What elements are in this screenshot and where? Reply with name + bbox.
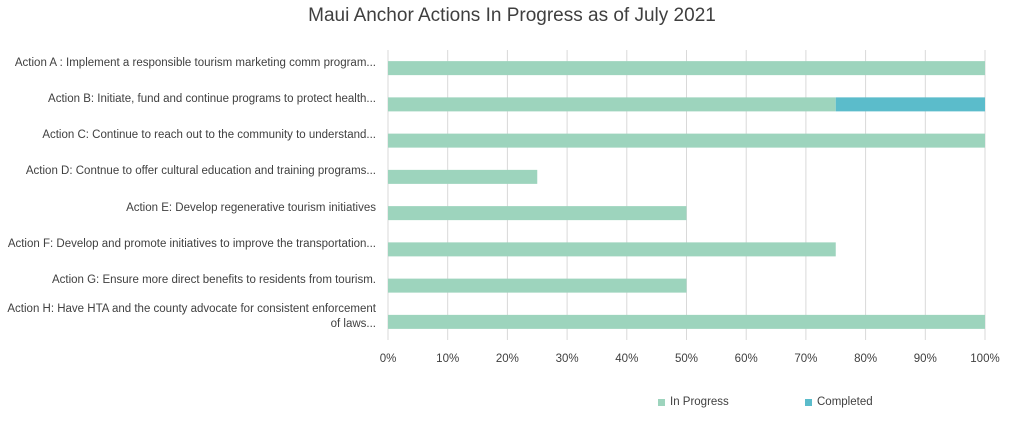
x-tick-label: 60% (735, 353, 758, 365)
category-label: Action F: Develop and promote initiative… (7, 237, 376, 250)
bar-in-progress (388, 61, 985, 76)
x-tick-label: 30% (556, 353, 579, 365)
x-tick-label: 0% (380, 353, 397, 365)
chart-legend: In Progress Completed (0, 396, 1024, 412)
x-tick-label: 10% (436, 353, 459, 365)
x-tick-label: 70% (794, 353, 817, 365)
category-label: Action G: Ensure more direct benefits to… (51, 274, 376, 287)
legend-label: Completed (817, 396, 873, 408)
bar-in-progress (388, 133, 985, 148)
legend-swatch (805, 398, 812, 406)
legend-label: In Progress (670, 396, 729, 408)
category-label: Action E: Develop regenerative tourism i… (126, 201, 376, 214)
x-tick-label: 20% (496, 353, 519, 365)
bar-completed (835, 97, 985, 112)
bar-in-progress (388, 278, 687, 293)
category-label: Action D: Contnue to offer cultural educ… (25, 165, 376, 178)
bar-in-progress (388, 97, 836, 112)
legend-swatch (658, 398, 665, 406)
category-label: Action H: Have HTA and the county advoca… (7, 302, 376, 330)
x-tick-label: 40% (615, 353, 638, 365)
category-label: Action C: Continue to reach out to the c… (42, 129, 376, 142)
category-label: Action B: Initiate, fund and continue pr… (48, 92, 376, 105)
category-label: Action A : Implement a responsible touri… (14, 56, 376, 69)
x-tick-label: 100% (970, 353, 999, 365)
bar-in-progress (388, 314, 985, 329)
chart-title: Maui Anchor Actions In Progress as of Ju… (308, 5, 716, 26)
x-tick-label: 80% (854, 353, 877, 365)
bar-in-progress (388, 206, 687, 221)
bar-in-progress (388, 169, 538, 184)
legend-item: Completed (805, 396, 873, 408)
x-tick-label: 50% (675, 353, 698, 365)
bar-in-progress (388, 242, 836, 257)
x-tick-label: 90% (914, 353, 937, 365)
legend-item: In Progress (658, 396, 729, 408)
